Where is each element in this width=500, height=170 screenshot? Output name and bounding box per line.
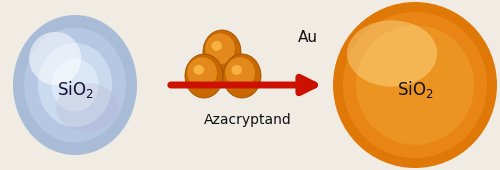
Text: Au: Au [298,30,318,46]
Ellipse shape [56,83,118,132]
Ellipse shape [226,57,255,88]
FancyArrowPatch shape [171,77,314,93]
Ellipse shape [206,33,235,64]
Ellipse shape [343,12,487,158]
Ellipse shape [38,43,112,127]
Ellipse shape [392,58,438,112]
Ellipse shape [203,30,241,74]
Ellipse shape [333,2,497,168]
Ellipse shape [378,43,452,127]
Ellipse shape [185,54,223,98]
Ellipse shape [188,57,217,88]
Ellipse shape [347,20,437,87]
Ellipse shape [13,15,137,155]
Ellipse shape [52,58,98,112]
Ellipse shape [364,28,466,142]
Ellipse shape [232,65,242,75]
Ellipse shape [194,65,204,75]
Text: SiO$_2$: SiO$_2$ [56,80,94,100]
Ellipse shape [29,32,81,85]
Ellipse shape [223,54,261,98]
Ellipse shape [212,41,222,51]
Ellipse shape [353,15,477,155]
Text: SiO$_2$: SiO$_2$ [396,80,434,100]
Ellipse shape [356,25,474,145]
Ellipse shape [368,34,424,87]
Ellipse shape [24,28,126,142]
Text: Azacryptand: Azacryptand [204,113,292,127]
